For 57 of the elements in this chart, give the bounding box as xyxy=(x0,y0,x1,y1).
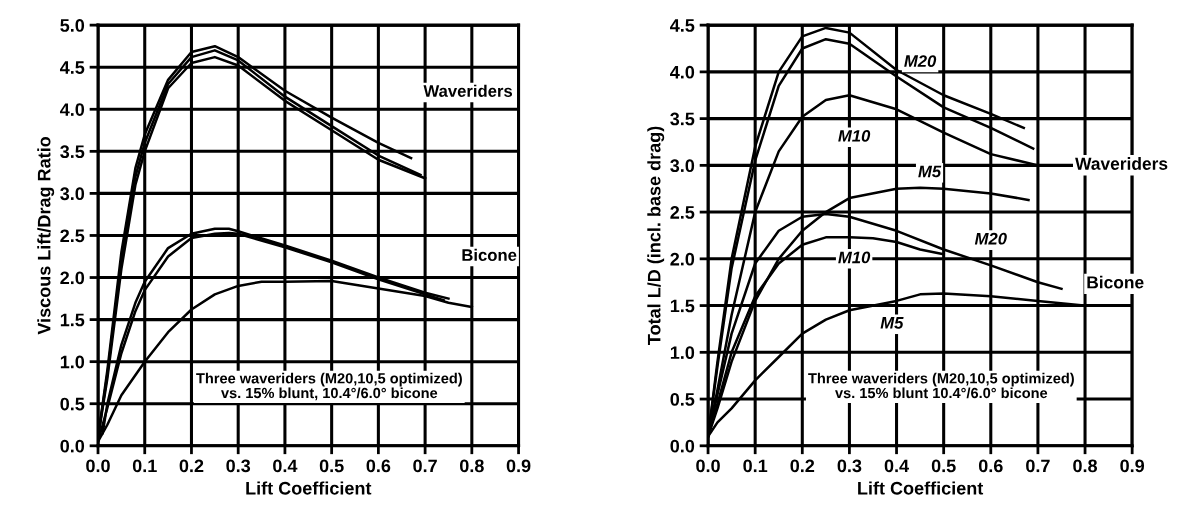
x-tick-label: 0.8 xyxy=(460,459,484,473)
annotation: M20 xyxy=(904,55,937,67)
x-tick-label: 0.7 xyxy=(1026,459,1050,473)
y-tick-label: 2.5 xyxy=(670,206,695,219)
annotation: M5 xyxy=(880,317,904,329)
y-tick-label: 3.0 xyxy=(60,187,85,201)
y-tick-label: 3.0 xyxy=(670,159,695,173)
x-tick-label: 0.6 xyxy=(366,459,391,473)
y-tick-label: 1.0 xyxy=(60,355,85,369)
x-tick-label: 0.5 xyxy=(319,459,344,473)
y-tick-label: 5.0 xyxy=(60,19,85,32)
x-tick-label: 0.5 xyxy=(931,459,956,473)
y-axis-title: Total L/D (incl. base drag) xyxy=(647,126,665,345)
annotation: M5 xyxy=(918,165,942,178)
x-tick-label: 0.3 xyxy=(837,459,862,473)
x-tick-label: 0.1 xyxy=(132,459,157,473)
y-tick-label: 2.0 xyxy=(670,252,695,266)
x-tick-label: 0.6 xyxy=(978,459,1003,473)
x-tick-label: 0.4 xyxy=(884,459,909,473)
annotation: M10 xyxy=(838,251,871,264)
y-tick-label: 4.5 xyxy=(59,61,85,74)
x-tick-label: 0.2 xyxy=(179,459,204,473)
y-tick-label: 0.0 xyxy=(670,439,695,453)
annotation: Waveriders xyxy=(1075,157,1168,170)
y-tick-label: 4.0 xyxy=(670,65,695,79)
x-tick-label: 0.9 xyxy=(506,459,531,473)
x-axis-title: Lift Coefficient xyxy=(858,481,984,495)
y-tick-label: 0.0 xyxy=(60,439,85,453)
annotation: M10 xyxy=(838,129,871,142)
annotation: Waveriders xyxy=(423,84,513,97)
x-tick-label: 0.8 xyxy=(1073,459,1098,473)
y-tick-label: 0.5 xyxy=(60,397,85,411)
y-tick-label: 2.5 xyxy=(60,229,85,243)
y-axis-title: Viscous Lift/Drag Ratio xyxy=(37,137,55,335)
annotation: Three waveriders (M20,10,5 optimized) vs. 15% blunt, 10.4°/6.0° bicone xyxy=(196,372,462,401)
y-tick-label: 3.5 xyxy=(670,112,695,126)
annotation: Three waveriders (M20,10,5 optimized) vs. 15% blunt 10.4°/6.0° bicone xyxy=(808,372,1074,399)
annotation: Bicone xyxy=(1087,275,1144,289)
x-tick-label: 0.2 xyxy=(790,459,815,473)
x-tick-label: 0.1 xyxy=(743,459,768,473)
y-tick-label: 3.5 xyxy=(60,145,85,159)
x-tick-label: 0.9 xyxy=(1120,459,1145,473)
x-tick-label: 0.4 xyxy=(273,459,298,473)
y-tick-label: 1.5 xyxy=(670,299,695,313)
x-axis-title: Lift Coefficient xyxy=(246,481,372,495)
y-tick-label: 1.0 xyxy=(670,346,695,360)
y-tick-label: 4.0 xyxy=(59,103,85,116)
annotation: Bicone xyxy=(462,248,517,261)
x-tick-label: 0.7 xyxy=(413,459,437,473)
y-tick-label: 1.5 xyxy=(60,313,85,327)
y-tick-label: 2.0 xyxy=(60,271,85,285)
y-tick-label: 4.5 xyxy=(670,19,695,32)
x-tick-label: 0.0 xyxy=(696,459,720,473)
x-tick-label: 0.0 xyxy=(86,459,110,473)
y-tick-label: 0.5 xyxy=(670,392,695,406)
x-tick-label: 0.3 xyxy=(226,459,251,473)
annotation: M20 xyxy=(974,232,1007,245)
